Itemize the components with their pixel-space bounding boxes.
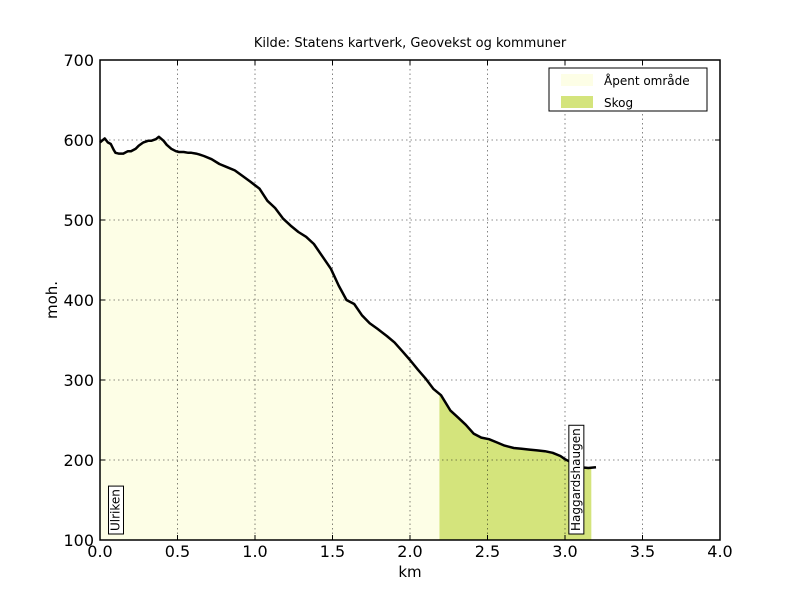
legend: Åpent område Skog	[548, 67, 708, 112]
y-axis-label: moh.	[43, 281, 61, 319]
poi-label: Haggardshaugen	[568, 424, 585, 535]
legend-swatch	[561, 96, 593, 108]
x-tick-label: 3.5	[630, 542, 655, 561]
landcover-forest-area	[439, 393, 592, 540]
y-tick-label: 700	[63, 51, 94, 70]
x-tick-label: 0.0	[87, 542, 112, 561]
poi-label-box	[108, 485, 124, 535]
chart-title: Kilde: Statens kartverk, Geovekst og kom…	[254, 36, 567, 51]
legend-swatch	[561, 74, 593, 86]
legend-label: Åpent område	[604, 73, 690, 88]
y-tick-label: 200	[63, 451, 94, 470]
y-tick-label: 300	[63, 371, 94, 390]
poi-label-text: Ulriken	[109, 489, 123, 531]
x-axis-label: km	[398, 563, 421, 581]
y-tick-label: 100	[63, 531, 94, 550]
x-tick-label: 2.0	[397, 542, 422, 561]
y-tick-label: 600	[63, 131, 94, 150]
y-tick-label: 500	[63, 211, 94, 230]
x-tick-label: 1.5	[320, 542, 345, 561]
y-tick-label: 400	[63, 291, 94, 310]
x-tick-label: 1.0	[242, 542, 267, 561]
poi-label-text: Haggardshaugen	[569, 428, 583, 531]
x-tick-label: 0.5	[165, 542, 190, 561]
elevation-line	[99, 135, 597, 470]
landcover-fills	[100, 136, 592, 541]
x-tick-label: 2.5	[475, 542, 500, 561]
landcover-open-area	[100, 136, 440, 541]
poi-label: Ulriken	[108, 485, 124, 535]
poi-label-box	[568, 424, 585, 535]
x-tick-label: 4.0	[707, 542, 732, 561]
x-tick-label: 3.0	[552, 542, 577, 561]
elevation-line-group	[99, 135, 597, 470]
axis-ticks: 0.0 0.5 1.0 1.5 2.0 2.5 3.0 3.5 4.0 100 200 300 400 5…	[63, 51, 732, 561]
legend-label: Skog	[604, 96, 633, 110]
grid	[100, 60, 720, 540]
poi-labels: Ulriken Haggardshaugen	[108, 424, 585, 535]
